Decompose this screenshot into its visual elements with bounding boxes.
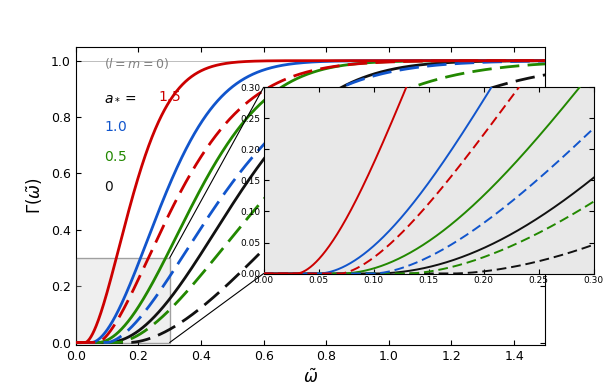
Text: $0.5$: $0.5$ [104,150,127,164]
Text: $1.5$: $1.5$ [158,90,181,104]
Text: $\boldsymbol{a_*}=$: $\boldsymbol{a_*}=$ [104,90,136,104]
Text: $1.0$: $1.0$ [104,120,127,134]
X-axis label: $\tilde{\omega}$: $\tilde{\omega}$ [303,369,318,387]
Bar [76,258,170,343]
Y-axis label: $\Gamma(\tilde{\omega})$: $\Gamma(\tilde{\omega})$ [25,178,45,214]
Text: $(l=m=0)$: $(l=m=0)$ [104,55,169,71]
Text: $0$: $0$ [104,180,114,194]
